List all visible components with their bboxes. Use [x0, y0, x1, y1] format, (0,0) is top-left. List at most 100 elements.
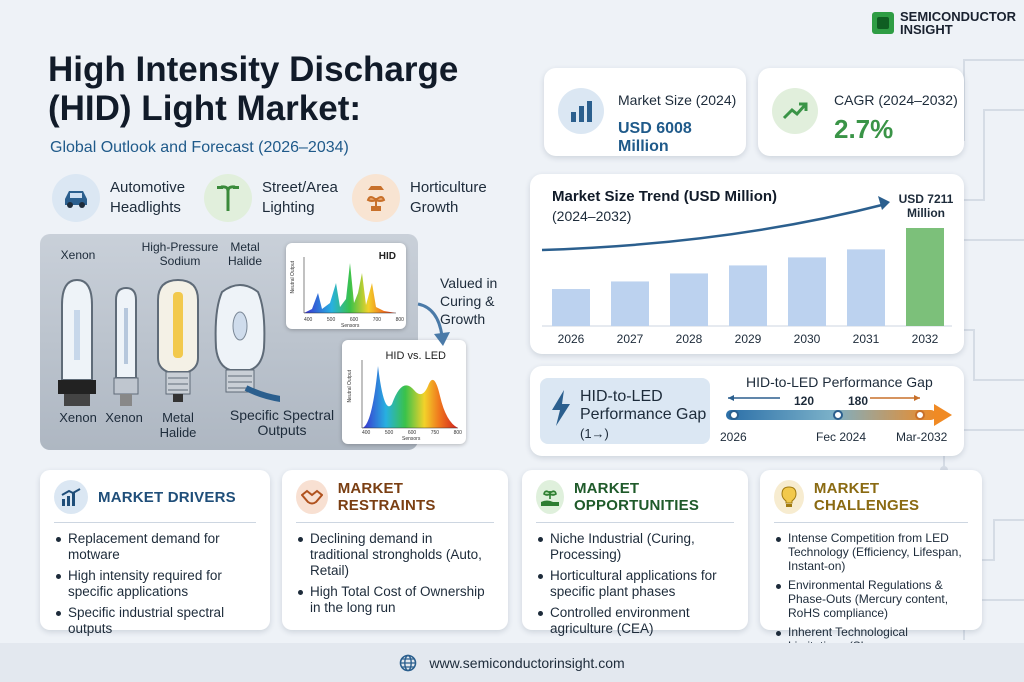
lamp-bottom-label: Xenon [105, 410, 143, 425]
led-spectrum-plot [361, 360, 458, 429]
list-item: Controlled environment agriculture (CEA) [536, 605, 734, 637]
segment-street: Street/Area Lighting [204, 174, 362, 222]
tick-label: 750 [430, 430, 440, 436]
cagr-value: 2.7% [834, 114, 894, 144]
led-spectrum-card: HID vs. LED Neutral Output 400 500 600 750 8… [342, 340, 466, 444]
bar-2032 [906, 228, 944, 326]
list-item: Declining demand in traditional strongho… [296, 531, 494, 579]
bar-chart-icon [558, 88, 604, 134]
spectral-outputs-label: Specific Spectral Outputs [229, 407, 335, 438]
page-title: High Intensity Discharge (HID) Light Mar… [48, 50, 459, 128]
market-size-value: USD 6008 Million [618, 120, 692, 155]
lamp-bottom-label: Xenon [59, 410, 97, 425]
lamp-top-label: High-Pressure Sodium [141, 240, 219, 268]
bar-2026 [552, 289, 590, 326]
streetlight-icon [204, 174, 252, 222]
x-tick-label: 2026 [558, 332, 585, 346]
chart-title: Market Size Trend (USD Million) [552, 188, 778, 205]
footer-url[interactable]: www.semiconductorinsight.com [429, 654, 625, 671]
segment-horticulture: Horticulture Growth [352, 174, 510, 222]
lamp-top-label: Xenon [60, 248, 96, 262]
list-item: Environmental Regulations & Phase-Outs (… [774, 578, 968, 620]
gap-value-left: 120 [794, 394, 815, 408]
market-size-label: Market Size (2024) [618, 92, 737, 108]
gap-tick-start: 2026 [720, 430, 747, 444]
brand-name: SEMICONDUCTOR INSIGHT [900, 9, 1017, 37]
led-spectrum-ylabel: Neutral Output [347, 370, 353, 403]
tick-label: 500 [326, 317, 336, 323]
chart-annotation: USD 7211 Million [898, 192, 954, 220]
lamps-illustration [58, 278, 280, 406]
trend-up-icon [772, 88, 818, 134]
gap-value-right: 180 [848, 394, 869, 408]
curing-arrow-icon [417, 302, 450, 346]
footer: www.semiconductorinsight.com [0, 643, 1024, 682]
page-subtitle: Global Outlook and Forecast (2026–2034) [50, 139, 349, 156]
xenon-lamp-icon [58, 278, 96, 406]
segment-automotive: Automotive Headlights [52, 174, 210, 222]
cagr-label: CAGR (2024–2032) [834, 92, 958, 108]
market-opportunities-box: MARKET OPPORTUNITIES Niche Industrial (C… [522, 470, 748, 636]
cagr-card: CAGR (2024–2032) 2.7% [758, 68, 964, 156]
handshake-icon [296, 480, 328, 514]
tick-label: 400 [304, 317, 313, 323]
list-item: Specific industrial spectral outputs [54, 605, 256, 637]
list-item: Niche Industrial (Curing, Processing) [536, 531, 734, 563]
hid-spectrum-ticks: 400 500 600 700 800 [304, 317, 404, 323]
led-spectrum-ticks: 400 500 600 750 800 [362, 430, 462, 436]
plant-icon [352, 174, 400, 222]
tick-label: 600 [407, 430, 417, 436]
gap-tick-end: Mar-2032 [896, 430, 948, 444]
hid-spectrum-plot [303, 257, 396, 314]
x-tick-label: 2030 [794, 332, 821, 346]
chart-subtitle: (2024–2032) [552, 208, 632, 224]
hid-spectrum-card: HID Neutral Output 400 500 600 700 800 Senso… [286, 243, 406, 329]
trend-arrow-line [541, 202, 887, 252]
x-tick-label: 2029 [735, 332, 762, 346]
performance-gap-card: HID-to-LED Performance Gap (1→) HID-to-L… [530, 366, 964, 456]
led-spectrum-xlabel: Sensors [402, 436, 421, 442]
bar-2029 [729, 265, 767, 326]
box-header: MARKET OPPORTUNITIES [536, 480, 734, 523]
market-challenges-box: MARKET CHALLENGES Intense Competition fr… [760, 470, 982, 667]
globe-icon [400, 654, 417, 671]
bar-2028 [670, 273, 708, 326]
tick-label: 800 [453, 430, 462, 436]
gap-note: (1→) [580, 426, 609, 441]
tick-label: 800 [395, 317, 404, 323]
market-size-card: Market Size (2024) USD 6008 Million [544, 68, 746, 156]
gap-tick-mid: Fec 2024 [816, 430, 867, 444]
hid-spectrum-title: HID [378, 251, 396, 262]
segment-label: Horticulture Growth [410, 179, 487, 216]
list-item: High intensity required for specific app… [54, 568, 256, 600]
tick-label: 400 [362, 430, 371, 436]
chip-logo-icon [872, 12, 894, 34]
gap-title: HID-to-LED Performance Gap [580, 388, 707, 423]
growth-chart-icon [54, 480, 88, 514]
trend-arrow-head [878, 196, 890, 210]
bar-2030 [788, 257, 826, 326]
lamp-top-label: Metal Halide [227, 240, 263, 268]
led-spectrum-title: HID vs. LED [385, 350, 446, 362]
lightbulb-icon [774, 480, 804, 514]
list-item: Intense Competition from LED Technology … [774, 531, 968, 573]
lightning-icon [552, 390, 570, 426]
market-restraints-box: MARKET RESTRAINTS Declining demand in tr… [282, 470, 508, 630]
box-title: MARKET RESTRAINTS [337, 480, 436, 514]
box-header: MARKET CHALLENGES [774, 480, 968, 523]
bar-2027 [611, 281, 649, 326]
gap-timeline [726, 395, 952, 426]
hid-spectrum-xlabel: Sensors [341, 323, 360, 329]
box-header: MARKET RESTRAINTS [296, 480, 494, 523]
gap-label-panel: HID-to-LED Performance Gap (1→) [540, 378, 710, 444]
box-title: MARKET OPPORTUNITIES [573, 480, 700, 514]
segment-label: Automotive Headlights [110, 179, 186, 216]
lamp-bottom-label: Metal Halide [159, 410, 197, 440]
trend-chart-card: Market Size Trend (USD Million) (2024–20… [530, 174, 964, 354]
box-title: MARKET CHALLENGES [813, 480, 920, 514]
list-item: Horticultural applications for specific … [536, 568, 734, 600]
x-tick-label: 2028 [676, 332, 703, 346]
box-title: MARKET DRIVERS [98, 488, 236, 506]
bar-2031 [847, 249, 885, 326]
list-item: High Total Cost of Ownership in the long… [296, 584, 494, 616]
